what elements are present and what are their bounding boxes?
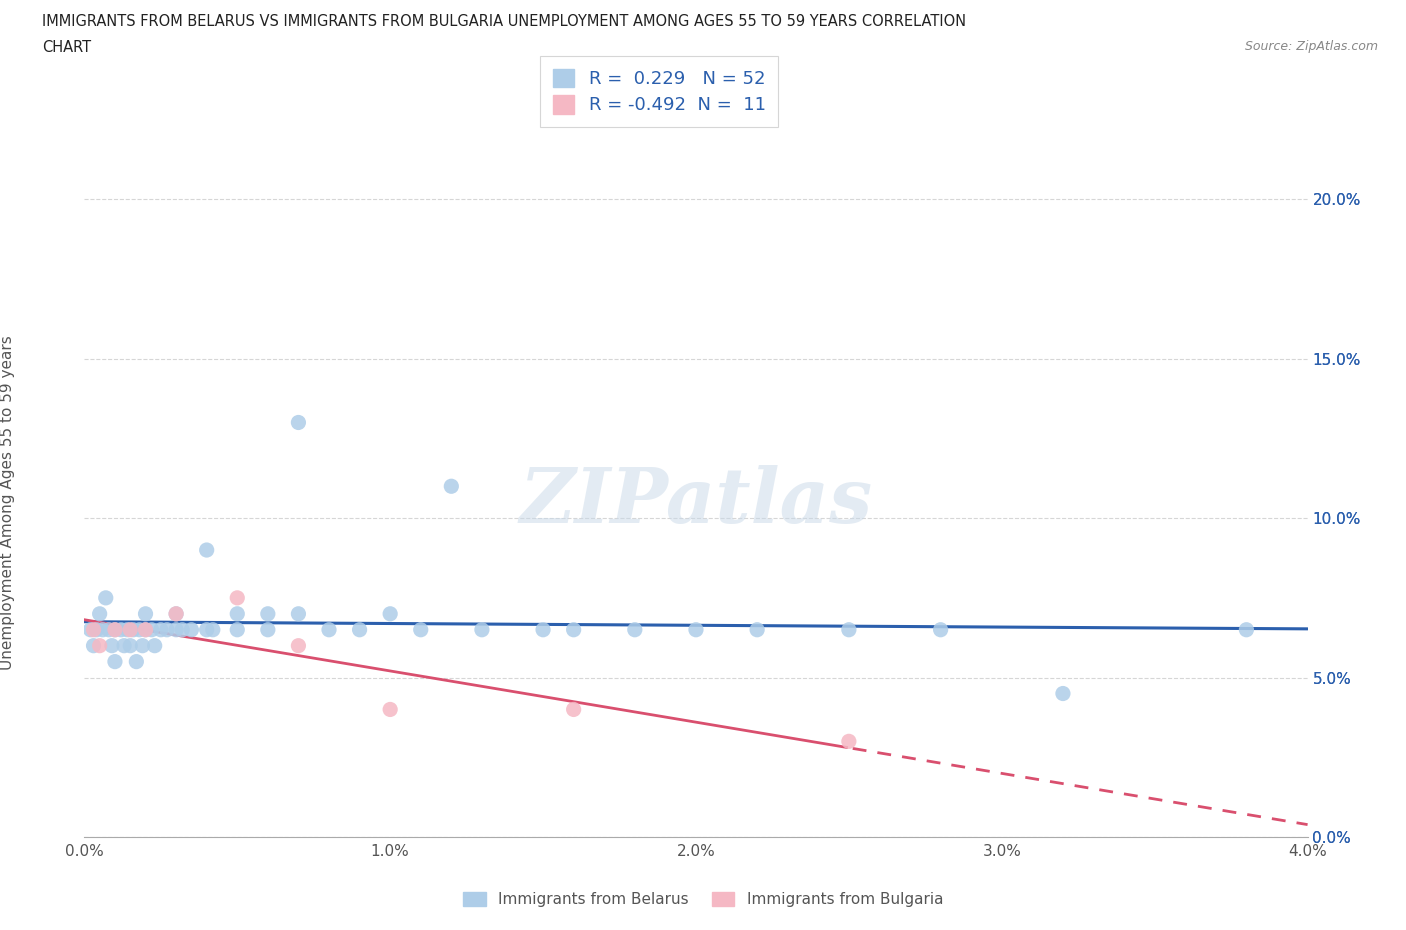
Point	[180, 622, 202, 637]
Point	[94, 591, 117, 605]
Point	[257, 622, 280, 637]
Point	[287, 638, 309, 653]
Point	[226, 622, 249, 637]
Point	[287, 606, 309, 621]
Point	[226, 606, 249, 621]
Point	[86, 622, 108, 637]
Text: Source: ZipAtlas.com: Source: ZipAtlas.com	[1244, 40, 1378, 53]
Point	[112, 638, 135, 653]
Point	[624, 622, 647, 637]
Point	[104, 654, 127, 669]
Point	[135, 622, 157, 637]
Point	[128, 622, 150, 637]
Point	[562, 702, 585, 717]
Point	[89, 638, 111, 653]
Point	[83, 622, 105, 637]
Point	[110, 622, 132, 637]
Legend: R =  0.229   N = 52, R = -0.492  N =  11: R = 0.229 N = 52, R = -0.492 N = 11	[540, 56, 779, 127]
Point	[149, 622, 172, 637]
Point	[135, 622, 157, 637]
Point	[409, 622, 432, 637]
Point	[91, 622, 114, 637]
Text: IMMIGRANTS FROM BELARUS VS IMMIGRANTS FROM BULGARIA UNEMPLOYMENT AMONG AGES 55 T: IMMIGRANTS FROM BELARUS VS IMMIGRANTS FR…	[42, 14, 966, 29]
Point	[195, 542, 218, 557]
Point	[1236, 622, 1258, 637]
Point	[287, 415, 309, 430]
Point	[101, 638, 124, 653]
Point	[122, 622, 145, 637]
Point	[83, 638, 105, 653]
Text: CHART: CHART	[42, 40, 91, 55]
Point	[125, 654, 148, 669]
Point	[838, 622, 860, 637]
Text: ZIPatlas: ZIPatlas	[519, 465, 873, 539]
Point	[929, 622, 952, 637]
Point	[104, 622, 127, 637]
Point	[135, 606, 157, 621]
Point	[380, 606, 402, 621]
Point	[120, 622, 142, 637]
Point	[172, 622, 194, 637]
Point	[143, 638, 166, 653]
Point	[257, 606, 280, 621]
Point	[349, 622, 371, 637]
Point	[838, 734, 860, 749]
Legend: Immigrants from Belarus, Immigrants from Bulgaria: Immigrants from Belarus, Immigrants from…	[457, 885, 949, 913]
Point	[201, 622, 224, 637]
Point	[440, 479, 463, 494]
Point	[131, 638, 153, 653]
Point	[165, 622, 187, 637]
Point	[141, 622, 163, 637]
Point	[747, 622, 769, 637]
Point	[531, 622, 554, 637]
Point	[195, 622, 218, 637]
Y-axis label: Unemployment Among Ages 55 to 59 years: Unemployment Among Ages 55 to 59 years	[0, 335, 15, 670]
Point	[79, 622, 101, 637]
Point	[165, 606, 187, 621]
Point	[380, 702, 402, 717]
Point	[562, 622, 585, 637]
Point	[318, 622, 340, 637]
Point	[226, 591, 249, 605]
Point	[1052, 686, 1074, 701]
Point	[115, 622, 138, 637]
Point	[97, 622, 120, 637]
Point	[120, 638, 142, 653]
Point	[685, 622, 707, 637]
Point	[165, 606, 187, 621]
Point	[104, 622, 127, 637]
Point	[156, 622, 179, 637]
Point	[89, 606, 111, 621]
Point	[471, 622, 494, 637]
